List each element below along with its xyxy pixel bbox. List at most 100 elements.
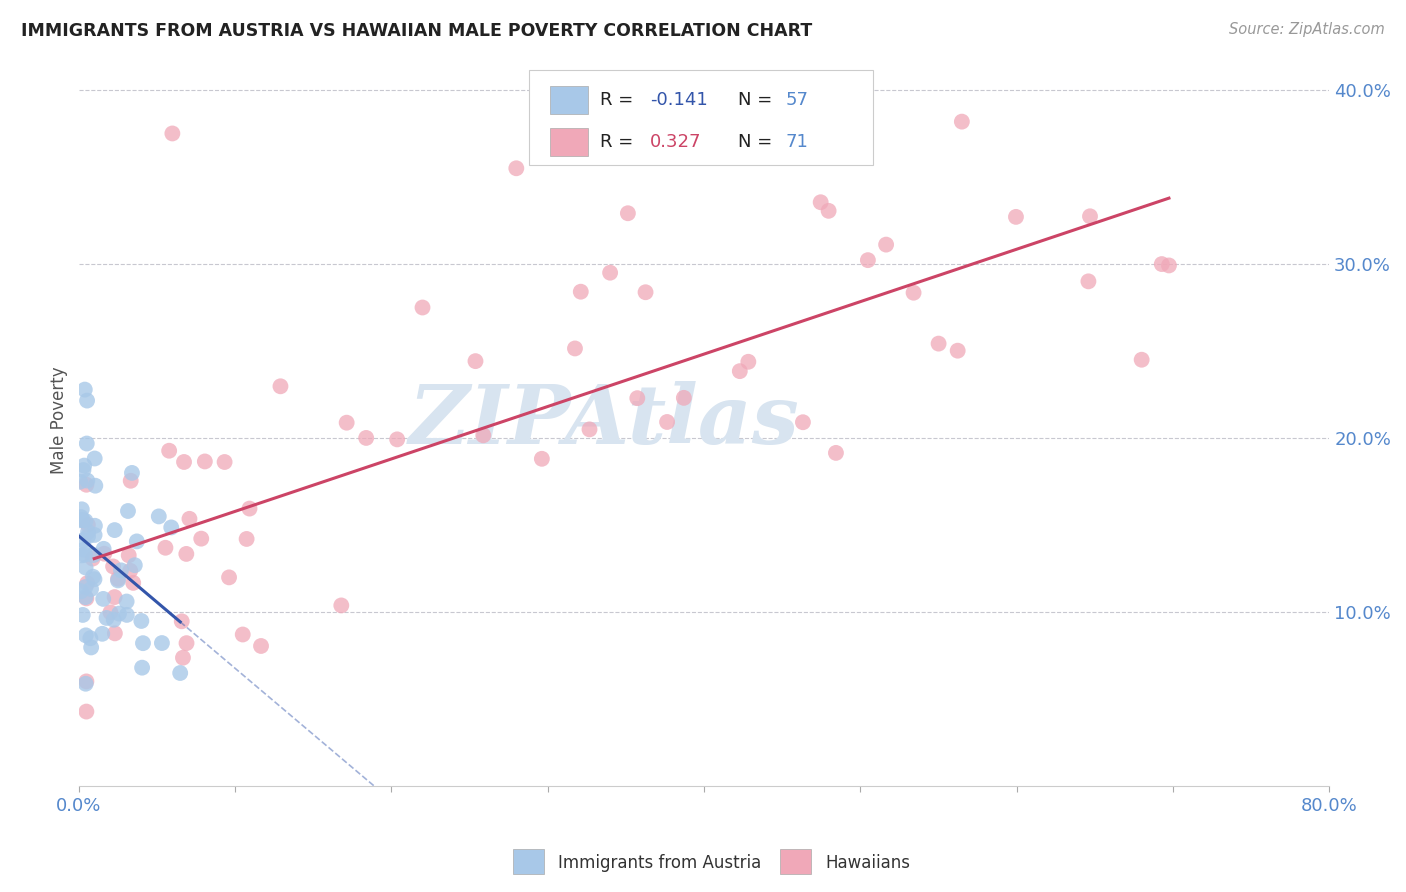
Point: [330, 599, 353, 613]
Point: [672, 391, 695, 405]
Point: [82, 570, 104, 584]
Point: [110, 563, 132, 577]
Point: [77, 517, 100, 532]
Point: [170, 615, 193, 629]
Text: N =: N =: [738, 91, 778, 109]
Point: [75, 590, 97, 604]
Bar: [550, 128, 588, 156]
Point: [77, 524, 100, 539]
Point: [115, 607, 138, 622]
Point: [72, 533, 94, 548]
Point: [903, 285, 925, 300]
Point: [385, 433, 408, 447]
Point: [120, 474, 142, 488]
Point: [214, 455, 236, 469]
Point: [617, 206, 640, 220]
Point: [69, 513, 91, 527]
Text: -0.141: -0.141: [650, 91, 707, 109]
Point: [104, 523, 127, 537]
Text: N =: N =: [738, 133, 778, 151]
Point: [80, 582, 103, 596]
Point: [75, 477, 97, 491]
Point: [83, 518, 105, 533]
Point: [1077, 274, 1099, 288]
Point: [472, 428, 495, 442]
Point: [655, 415, 678, 429]
Point: [728, 364, 751, 378]
Point: [76, 474, 98, 488]
Point: [73, 548, 96, 562]
Point: [238, 501, 260, 516]
Point: [578, 422, 600, 436]
Point: [79, 631, 101, 645]
Point: [179, 512, 201, 526]
Point: [176, 547, 198, 561]
Point: [70, 502, 93, 516]
Point: [176, 636, 198, 650]
Point: [1150, 257, 1173, 271]
Point: [75, 580, 97, 594]
Point: [108, 607, 131, 621]
Point: [104, 626, 127, 640]
Point: [569, 285, 592, 299]
Point: [190, 532, 212, 546]
Point: [354, 431, 377, 445]
Point: [72, 513, 94, 527]
Point: [75, 674, 97, 689]
Point: [73, 458, 96, 473]
Point: [235, 532, 257, 546]
Text: 71: 71: [785, 133, 808, 151]
Point: [626, 391, 648, 405]
Text: Immigrants from Austria: Immigrants from Austria: [558, 854, 762, 871]
Point: [120, 564, 142, 578]
Text: 0.327: 0.327: [650, 133, 702, 151]
Point: [1005, 210, 1028, 224]
Point: [76, 576, 98, 591]
Point: [148, 509, 170, 524]
Point: [75, 514, 97, 528]
Text: Source: ZipAtlas.com: Source: ZipAtlas.com: [1229, 22, 1385, 37]
Y-axis label: Male Poverty: Male Poverty: [51, 367, 67, 475]
Text: IMMIGRANTS FROM AUSTRIA VS HAWAIIAN MALE POVERTY CORRELATION CHART: IMMIGRANTS FROM AUSTRIA VS HAWAIIAN MALE…: [21, 22, 813, 40]
Point: [121, 466, 143, 480]
Point: [269, 379, 291, 393]
Point: [93, 547, 115, 561]
Point: [157, 443, 180, 458]
Point: [75, 705, 97, 719]
Text: 57: 57: [785, 91, 808, 109]
Point: [928, 336, 950, 351]
Point: [946, 343, 969, 358]
Point: [91, 591, 114, 606]
Point: [69, 475, 91, 489]
Point: [505, 161, 527, 176]
Text: Hawaiians: Hawaiians: [825, 854, 910, 871]
Point: [131, 614, 153, 628]
Point: [132, 636, 155, 650]
Point: [232, 627, 254, 641]
Point: [950, 114, 973, 128]
Point: [83, 451, 105, 466]
Point: [104, 590, 127, 604]
Point: [131, 661, 153, 675]
Point: [93, 541, 115, 556]
Point: [162, 127, 184, 141]
Point: [75, 560, 97, 574]
Point: [634, 285, 657, 300]
Point: [124, 558, 146, 573]
Point: [530, 451, 553, 466]
Point: [115, 594, 138, 608]
Point: [250, 639, 273, 653]
Point: [1157, 259, 1180, 273]
Point: [564, 342, 586, 356]
Point: [194, 454, 217, 468]
Text: R =: R =: [600, 91, 640, 109]
Point: [107, 572, 129, 586]
Point: [856, 253, 879, 268]
Point: [817, 203, 839, 218]
Point: [82, 551, 104, 566]
Text: R =: R =: [600, 133, 640, 151]
Point: [83, 528, 105, 542]
Point: [70, 510, 93, 524]
Point: [464, 354, 486, 368]
Point: [70, 584, 93, 599]
